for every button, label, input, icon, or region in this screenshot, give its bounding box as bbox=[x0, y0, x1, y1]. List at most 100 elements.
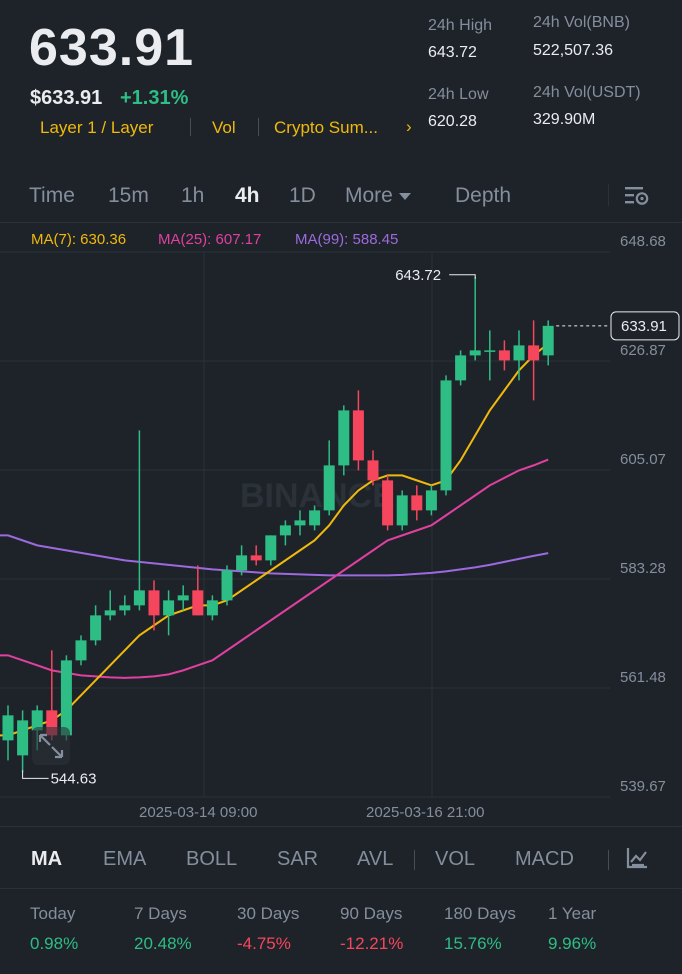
candle[interactable] bbox=[469, 276, 481, 361]
indicator-tabs: MA EMA BOLL SAR AVL VOL MACD bbox=[0, 840, 682, 880]
perf-label: Today bbox=[30, 904, 76, 923]
perf-label: 180 Days bbox=[444, 904, 516, 923]
tag-vol[interactable]: Vol bbox=[212, 118, 236, 137]
usd-price: $633.91 bbox=[30, 87, 103, 109]
indicator-ema[interactable]: EMA bbox=[103, 848, 147, 870]
candle[interactable] bbox=[309, 505, 321, 531]
candle[interactable] bbox=[542, 320, 554, 366]
candle[interactable] bbox=[250, 545, 262, 566]
candle[interactable] bbox=[367, 450, 379, 486]
indicator-macd[interactable]: MACD bbox=[515, 848, 574, 870]
chart-settings-icon[interactable] bbox=[624, 184, 650, 208]
indicator-ma[interactable]: MA bbox=[31, 848, 63, 870]
candle[interactable] bbox=[221, 565, 233, 606]
tab-time[interactable]: Time bbox=[29, 184, 75, 207]
ma25-line bbox=[0, 458, 549, 679]
chart-grid bbox=[0, 251, 610, 798]
expand-chart-icon[interactable] bbox=[32, 727, 70, 765]
perf-label: 7 Days bbox=[134, 904, 187, 923]
tab-4h[interactable]: 4h bbox=[235, 184, 260, 207]
perf-value: 20.48% bbox=[134, 934, 192, 953]
indicator-vol[interactable]: VOL bbox=[435, 848, 476, 870]
candle[interactable] bbox=[90, 605, 102, 646]
candle[interactable] bbox=[528, 320, 540, 401]
candle[interactable] bbox=[411, 485, 423, 521]
divider bbox=[0, 826, 682, 827]
current-price-tag-box bbox=[610, 311, 680, 341]
time-tick: 2025-03-16 21:00 bbox=[366, 804, 484, 821]
candle[interactable] bbox=[46, 650, 58, 741]
time-axis: 2025-03-14 09:00 2025-03-16 21:00 bbox=[139, 804, 484, 821]
last-price: 633.91 bbox=[29, 19, 195, 77]
candle[interactable] bbox=[206, 595, 218, 621]
candle[interactable] bbox=[396, 490, 408, 531]
candle[interactable] bbox=[75, 635, 87, 666]
ma7-legend: MA(7): 630.36 bbox=[31, 231, 126, 248]
price-axis: 648.68 626.87 605.07 583.28 561.48 539.67 bbox=[620, 233, 666, 795]
indicator-avl[interactable]: AVL bbox=[357, 848, 394, 870]
candle[interactable] bbox=[338, 405, 350, 476]
tag-layer1[interactable]: Layer 1 / Layer bbox=[40, 118, 154, 137]
indicator-separator bbox=[608, 850, 609, 870]
vol-usdt-value: 329.90M bbox=[533, 111, 596, 128]
divider bbox=[0, 222, 682, 223]
ticker-header: 633.91 $633.91 +1.31% Layer 1 / Layer Vo… bbox=[0, 0, 682, 160]
candle[interactable] bbox=[265, 535, 277, 566]
candle[interactable] bbox=[455, 350, 467, 386]
timeframe-tabs: Time 15m 1h 4h 1D More Depth bbox=[0, 172, 682, 220]
candle[interactable] bbox=[148, 580, 160, 631]
candle[interactable] bbox=[104, 590, 116, 621]
time-tick: 2025-03-14 09:00 bbox=[139, 804, 257, 821]
price-markers: 643.72 544.63 633.91 bbox=[22, 267, 680, 787]
price-tick: 605.07 bbox=[620, 451, 666, 468]
price-tick: 539.67 bbox=[620, 778, 666, 795]
perf-value: -12.21% bbox=[340, 934, 404, 953]
candle[interactable] bbox=[294, 510, 306, 536]
perf-value: 15.76% bbox=[444, 934, 502, 953]
tag-crypto-sum[interactable]: Crypto Sum... bbox=[274, 118, 378, 137]
candle[interactable] bbox=[498, 340, 510, 371]
ma7-line bbox=[0, 342, 549, 737]
indicator-boll[interactable]: BOLL bbox=[186, 848, 238, 870]
candle[interactable] bbox=[60, 655, 72, 741]
candle[interactable] bbox=[279, 520, 291, 546]
vol-usdt-label: 24h Vol(USDT) bbox=[533, 84, 641, 101]
indicator-settings-icon[interactable] bbox=[625, 846, 649, 870]
candle[interactable] bbox=[2, 705, 14, 761]
candle[interactable] bbox=[440, 375, 452, 496]
divider bbox=[0, 888, 682, 889]
tab-1d[interactable]: 1D bbox=[289, 184, 316, 207]
candle[interactable] bbox=[163, 590, 175, 636]
tab-divider bbox=[608, 184, 609, 206]
candle[interactable] bbox=[352, 390, 364, 471]
perf-label: 90 Days bbox=[340, 904, 403, 923]
tab-15m[interactable]: 15m bbox=[108, 184, 149, 207]
candle[interactable] bbox=[513, 330, 525, 381]
candle[interactable] bbox=[119, 595, 131, 616]
candle[interactable] bbox=[323, 440, 335, 516]
price-change-percent: +1.31% bbox=[120, 87, 189, 109]
candle[interactable] bbox=[382, 475, 394, 531]
tag-separator bbox=[190, 118, 191, 136]
tab-depth[interactable]: Depth bbox=[455, 184, 512, 207]
price-tick: 626.87 bbox=[620, 342, 666, 359]
candlestick-chart[interactable]: BINANCE 643.72 544.63 633.91 MA(7): 630.36… bbox=[0, 222, 682, 830]
candle[interactable] bbox=[177, 585, 189, 611]
candle[interactable] bbox=[192, 565, 204, 616]
current-price-tag: 633.91 bbox=[621, 318, 667, 335]
indicator-sar[interactable]: SAR bbox=[277, 848, 319, 870]
candle[interactable] bbox=[17, 710, 29, 773]
tags-more-chevron-icon[interactable]: › bbox=[406, 117, 412, 136]
high-24h-label: 24h High bbox=[428, 17, 493, 34]
candles bbox=[2, 276, 554, 773]
moving-average-lines bbox=[0, 342, 549, 737]
candle[interactable] bbox=[484, 330, 496, 381]
candle[interactable] bbox=[133, 430, 145, 611]
perf-value: 9.96% bbox=[548, 934, 597, 953]
candle[interactable] bbox=[425, 485, 437, 516]
candle[interactable] bbox=[236, 545, 248, 576]
tab-1h[interactable]: 1h bbox=[181, 184, 205, 207]
watermark: BINANCE bbox=[240, 477, 395, 515]
low-24h-label: 24h Low bbox=[428, 86, 489, 103]
tab-more[interactable]: More bbox=[345, 184, 411, 208]
